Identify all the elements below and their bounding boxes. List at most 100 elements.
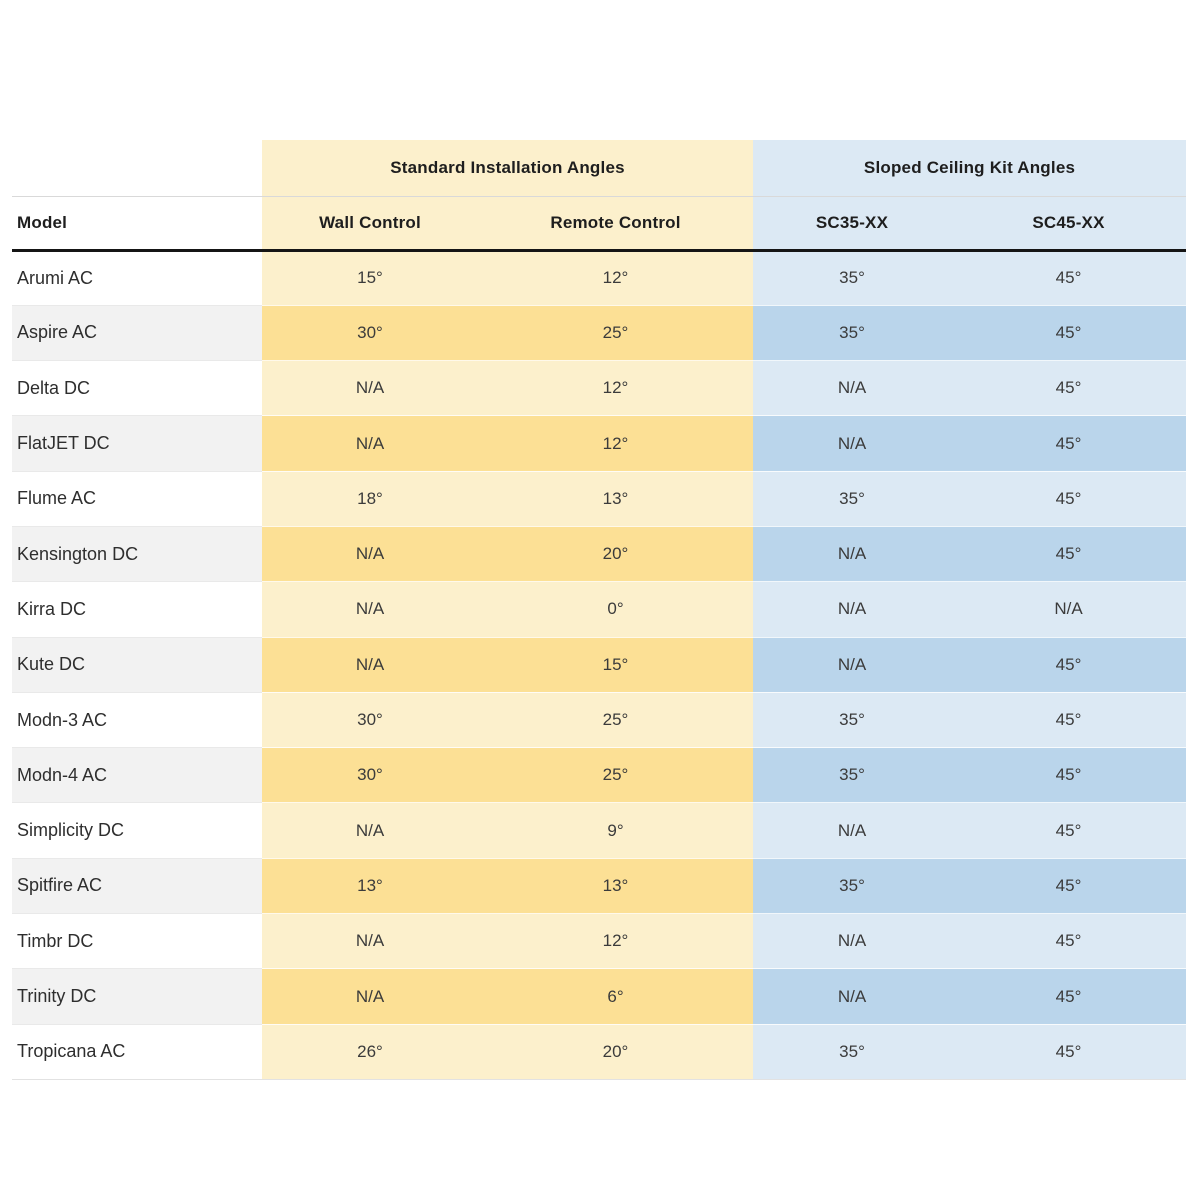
column-header-row: Model Wall Control Remote Control SC35-X… xyxy=(12,195,1187,252)
remote-control-value: 12° xyxy=(478,250,754,306)
model-name: Timbr DC xyxy=(12,913,262,969)
model-name: Aspire AC xyxy=(12,304,262,361)
sc35-value: 35° xyxy=(753,470,952,527)
table-row: Kensington DC N/A 20° N/A 45° xyxy=(12,525,1187,582)
sc35-value: N/A xyxy=(753,415,952,472)
wall-control-value: N/A xyxy=(262,360,478,416)
table-body: Arumi AC 15° 12° 35° 45° Aspire AC 30° 2… xyxy=(12,250,1187,1080)
wall-control-value: N/A xyxy=(262,525,478,582)
model-name: Flume AC xyxy=(12,470,262,527)
table-row: Timbr DC N/A 12° N/A 45° xyxy=(12,913,1187,969)
sc35-value: N/A xyxy=(753,360,952,416)
table-row: Flume AC 18° 13° 35° 45° xyxy=(12,470,1187,527)
remote-control-value: 25° xyxy=(478,747,754,803)
group-header-sloped-ceiling-kit-angles: Sloped Ceiling Kit Angles xyxy=(753,140,1187,196)
sc45-value: 45° xyxy=(951,913,1187,969)
table-row: Modn-4 AC 30° 25° 35° 45° xyxy=(12,747,1187,803)
sc35-value: N/A xyxy=(753,525,952,582)
wall-control-value: 30° xyxy=(262,691,478,748)
model-name: Kensington DC xyxy=(12,525,262,582)
sc45-value: 45° xyxy=(951,636,1187,693)
sc45-value: 45° xyxy=(951,1023,1187,1080)
model-name: Arumi AC xyxy=(12,250,262,306)
sc35-value: N/A xyxy=(753,581,952,638)
model-name: FlatJET DC xyxy=(12,415,262,472)
sc45-value: 45° xyxy=(951,802,1187,859)
wall-control-value: 13° xyxy=(262,857,478,914)
remote-control-value: 13° xyxy=(478,857,754,914)
wall-control-value: N/A xyxy=(262,581,478,638)
remote-control-value: 13° xyxy=(478,470,754,527)
remote-control-value: 0° xyxy=(478,581,754,638)
model-name: Kute DC xyxy=(12,636,262,693)
wall-control-value: 30° xyxy=(262,747,478,803)
sc35-value: 35° xyxy=(753,250,952,306)
sc45-value: 45° xyxy=(951,250,1187,306)
table-row: Trinity DC N/A 6° N/A 45° xyxy=(12,968,1187,1025)
column-header-model: Model xyxy=(12,195,262,252)
sc35-value: 35° xyxy=(753,304,952,361)
remote-control-value: 15° xyxy=(478,636,754,693)
remote-control-value: 12° xyxy=(478,360,754,416)
remote-control-value: 9° xyxy=(478,802,754,859)
table-row: Tropicana AC 26° 20° 35° 45° xyxy=(12,1023,1187,1080)
sc45-value: 45° xyxy=(951,525,1187,582)
table-row: Delta DC N/A 12° N/A 45° xyxy=(12,360,1187,416)
sc45-value: 45° xyxy=(951,968,1187,1025)
wall-control-value: 26° xyxy=(262,1023,478,1080)
table-row: FlatJET DC N/A 12° N/A 45° xyxy=(12,415,1187,472)
model-name: Kirra DC xyxy=(12,581,262,638)
table-row: Kirra DC N/A 0° N/A N/A xyxy=(12,581,1187,638)
remote-control-value: 12° xyxy=(478,913,754,969)
sc45-value: 45° xyxy=(951,857,1187,914)
model-name: Modn-4 AC xyxy=(12,747,262,803)
wall-control-value: 30° xyxy=(262,304,478,361)
model-name: Simplicity DC xyxy=(12,802,262,859)
wall-control-value: N/A xyxy=(262,913,478,969)
sc35-value: N/A xyxy=(753,913,952,969)
model-name: Delta DC xyxy=(12,360,262,416)
table-row: Spitfire AC 13° 13° 35° 45° xyxy=(12,857,1187,914)
wall-control-value: N/A xyxy=(262,968,478,1025)
sc35-value: 35° xyxy=(753,747,952,803)
sc35-value: N/A xyxy=(753,802,952,859)
remote-control-value: 25° xyxy=(478,304,754,361)
sc45-value: 45° xyxy=(951,470,1187,527)
column-header-sc45-xx: SC45-XX xyxy=(951,195,1187,252)
sc35-value: N/A xyxy=(753,636,952,693)
table-row: Arumi AC 15° 12° 35° 45° xyxy=(12,250,1187,306)
sc35-value: 35° xyxy=(753,691,952,748)
sc45-value: N/A xyxy=(951,581,1187,638)
sc35-value: 35° xyxy=(753,1023,952,1080)
sc45-value: 45° xyxy=(951,304,1187,361)
wall-control-value: N/A xyxy=(262,415,478,472)
group-header-standard-installation-angles: Standard Installation Angles xyxy=(262,140,754,196)
remote-control-value: 20° xyxy=(478,525,754,582)
group-header-spacer xyxy=(12,140,262,196)
wall-control-value: 15° xyxy=(262,250,478,306)
model-name: Modn-3 AC xyxy=(12,691,262,748)
sc35-value: N/A xyxy=(753,968,952,1025)
wall-control-value: 18° xyxy=(262,470,478,527)
table-row: Kute DC N/A 15° N/A 45° xyxy=(12,636,1187,693)
sc35-value: 35° xyxy=(753,857,952,914)
model-name: Spitfire AC xyxy=(12,857,262,914)
wall-control-value: N/A xyxy=(262,636,478,693)
column-header-remote-control: Remote Control xyxy=(478,195,754,252)
column-header-wall-control: Wall Control xyxy=(262,195,478,252)
column-header-sc35-xx: SC35-XX xyxy=(753,195,952,252)
table-row: Modn-3 AC 30° 25° 35° 45° xyxy=(12,691,1187,748)
remote-control-value: 6° xyxy=(478,968,754,1025)
group-header-row: Standard Installation Angles Sloped Ceil… xyxy=(12,140,1187,196)
wall-control-value: N/A xyxy=(262,802,478,859)
table-row: Aspire AC 30° 25° 35° 45° xyxy=(12,304,1187,361)
model-name: Tropicana AC xyxy=(12,1023,262,1080)
remote-control-value: 12° xyxy=(478,415,754,472)
remote-control-value: 20° xyxy=(478,1023,754,1080)
table-row: Simplicity DC N/A 9° N/A 45° xyxy=(12,802,1187,859)
sc45-value: 45° xyxy=(951,747,1187,803)
remote-control-value: 25° xyxy=(478,691,754,748)
installation-angles-table: Standard Installation Angles Sloped Ceil… xyxy=(12,140,1187,1080)
sc45-value: 45° xyxy=(951,415,1187,472)
model-name: Trinity DC xyxy=(12,968,262,1025)
